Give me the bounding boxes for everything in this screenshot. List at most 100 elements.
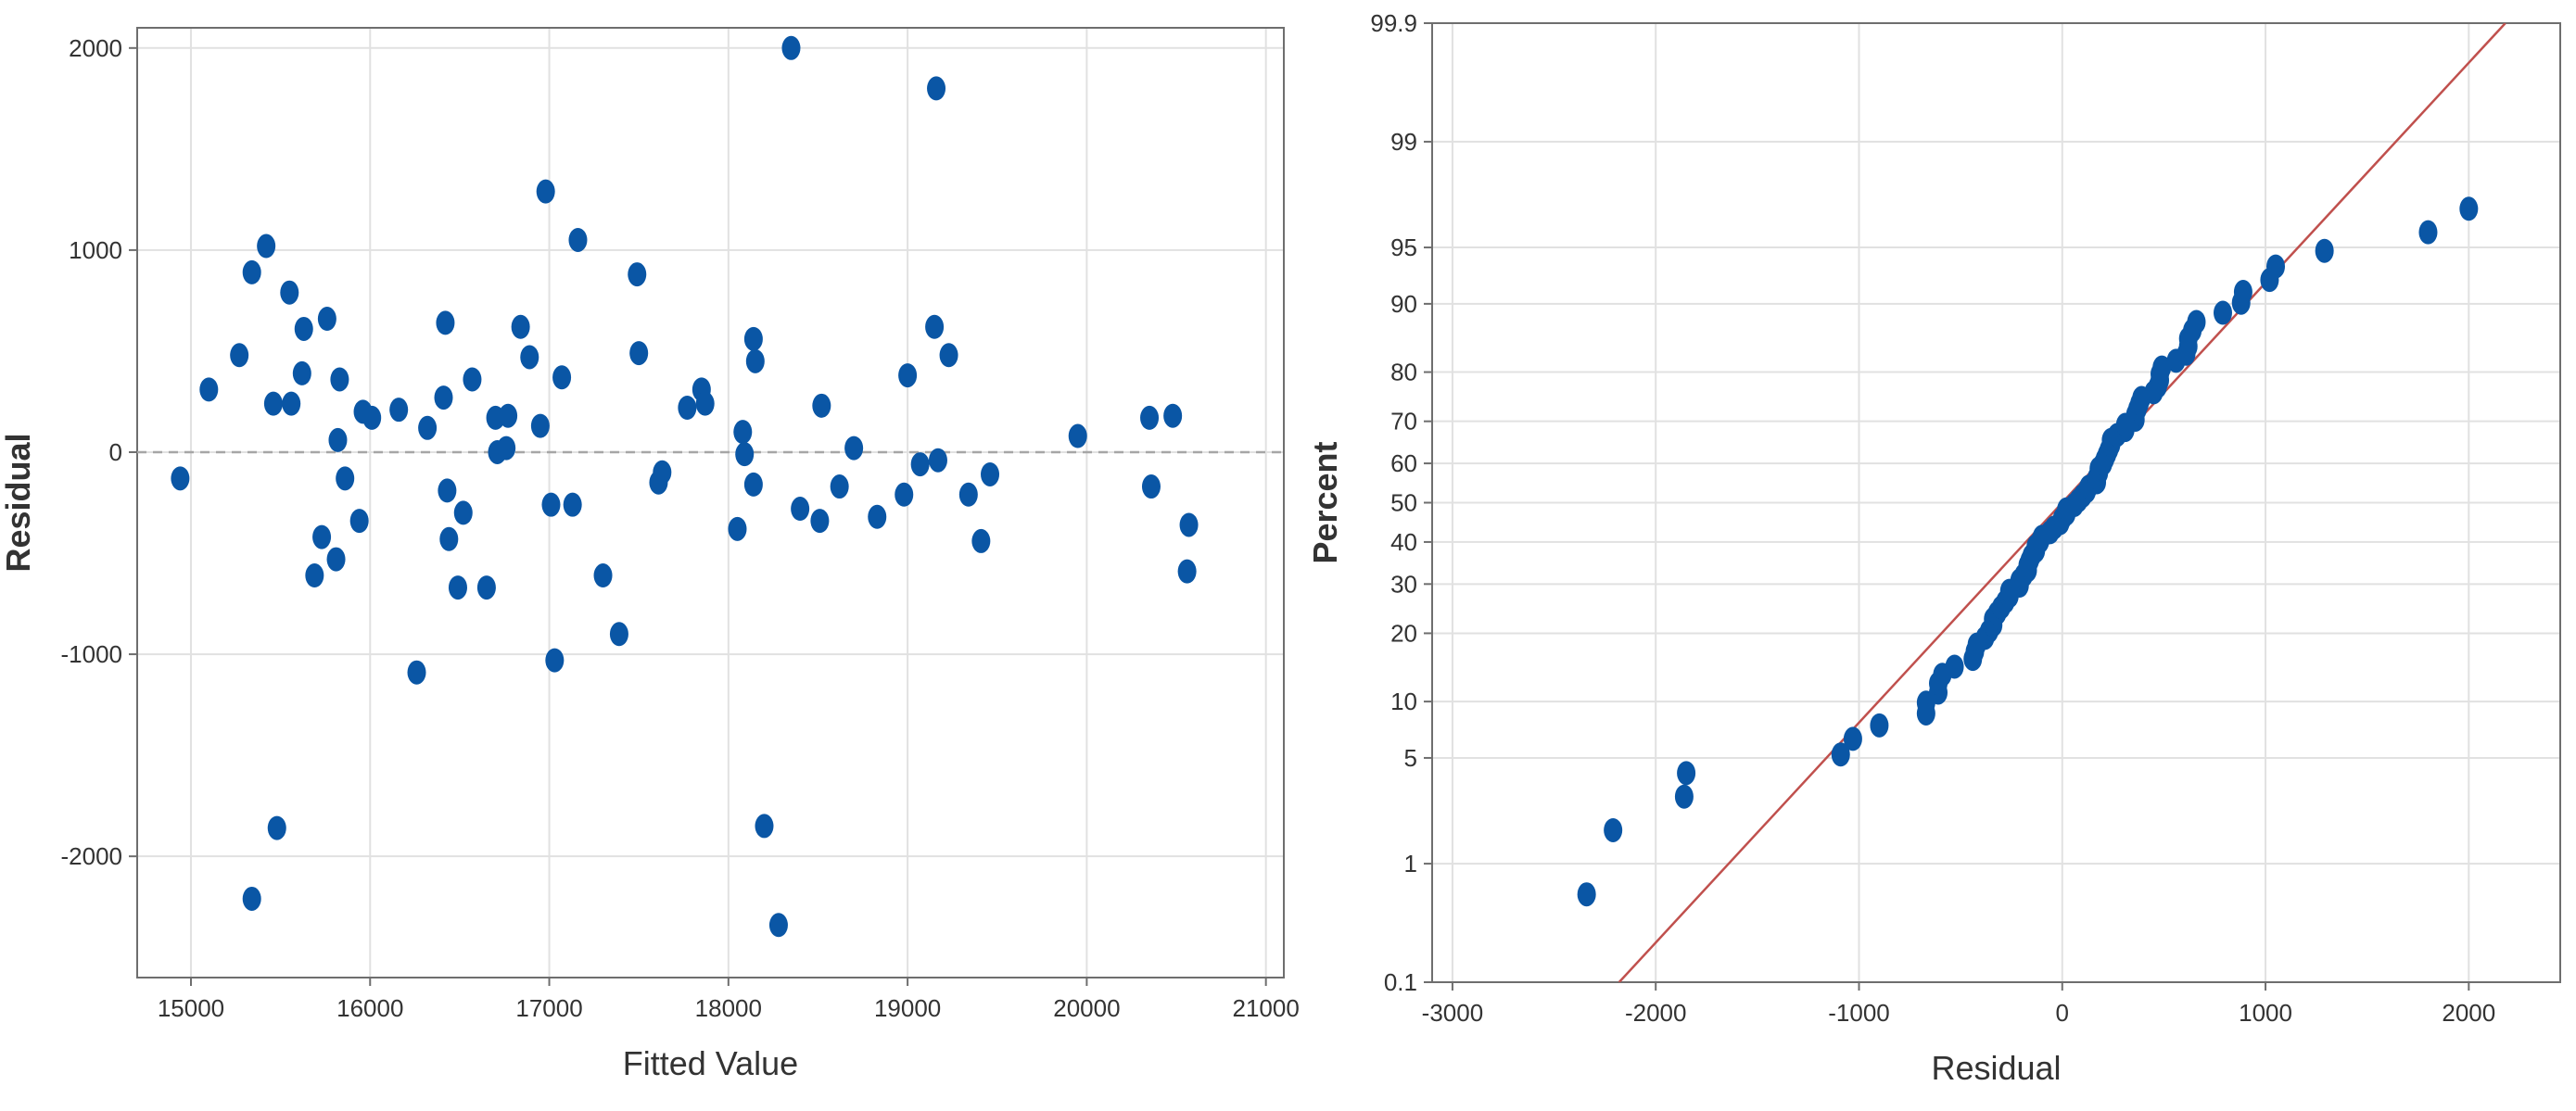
data-point — [530, 413, 550, 438]
data-point — [349, 509, 369, 534]
data-point — [755, 814, 774, 839]
data-point — [336, 466, 355, 491]
data-point — [678, 396, 697, 420]
data-point — [292, 360, 311, 385]
x-tick-label: 1000 — [2239, 999, 2292, 1027]
data-point — [541, 492, 561, 517]
y-tick-label: 70 — [1390, 408, 1417, 436]
y-tick-label: 30 — [1390, 570, 1417, 598]
y-tick-label: 0 — [109, 438, 122, 466]
data-point — [971, 528, 991, 553]
y-tick-label: 1 — [1404, 850, 1417, 877]
data-point — [362, 405, 382, 430]
data-point — [312, 524, 332, 549]
data-point — [330, 367, 349, 392]
data-point — [476, 575, 496, 600]
data-point — [593, 563, 613, 588]
y-tick-label: 99 — [1390, 128, 1417, 156]
data-point — [2266, 254, 2286, 279]
data-point — [733, 420, 753, 445]
data-point — [927, 76, 946, 101]
data-point — [2418, 220, 2438, 245]
y-tick-label: 5 — [1404, 744, 1417, 772]
data-point — [389, 398, 409, 423]
data-point — [695, 391, 715, 416]
y-axis-title: Residual — [0, 433, 37, 572]
data-point — [563, 492, 582, 517]
data-point — [810, 509, 830, 534]
data-point — [511, 314, 530, 339]
x-tick-label: 18000 — [695, 994, 762, 1022]
y-tick-label: 60 — [1390, 449, 1417, 477]
data-point — [453, 500, 473, 525]
y-tick-label: 40 — [1390, 528, 1417, 556]
data-point — [781, 35, 801, 60]
data-point — [568, 227, 588, 252]
data-point — [434, 385, 453, 410]
data-point — [499, 403, 518, 428]
data-point — [448, 575, 467, 600]
data-point — [1179, 512, 1199, 537]
data-point — [928, 448, 947, 473]
data-point — [925, 314, 945, 339]
data-point — [199, 377, 219, 402]
data-point — [1945, 654, 1964, 679]
data-point — [1831, 742, 1850, 767]
data-point — [830, 474, 849, 499]
data-point — [552, 365, 572, 390]
data-point — [981, 461, 1000, 486]
data-point — [1604, 817, 1623, 842]
data-point — [407, 660, 426, 685]
data-point — [280, 280, 299, 305]
data-point — [545, 648, 565, 673]
data-point — [2187, 309, 2206, 335]
data-point — [609, 622, 628, 647]
data-point — [438, 478, 457, 503]
data-point — [497, 436, 516, 461]
x-tick-label: 15000 — [158, 994, 224, 1022]
y-tick-label: 90 — [1390, 290, 1417, 318]
y-tick-label: 2000 — [69, 34, 122, 62]
x-tick-label: 0 — [2056, 999, 2069, 1027]
x-axis-title: Residual — [1931, 1049, 2061, 1087]
data-point — [230, 343, 249, 368]
data-point — [418, 415, 438, 440]
y-axis-title: Percent — [1306, 441, 1344, 563]
data-point — [1177, 559, 1197, 584]
data-point — [317, 307, 336, 332]
y-tick-label: 10 — [1390, 688, 1417, 715]
x-tick-label: -1000 — [1828, 999, 1890, 1027]
data-point — [439, 526, 459, 551]
data-point — [326, 547, 346, 572]
data-point — [1843, 726, 1862, 751]
normal-probability-chart: -3000 -2000 -1000 0 1000 2000 0.1 1 5 10 20 30 40 50 6… — [1306, 9, 2561, 1087]
data-point — [305, 563, 324, 588]
data-point — [910, 452, 930, 477]
data-point — [171, 466, 190, 491]
x-tick-label: 20000 — [1053, 994, 1120, 1022]
data-point — [2213, 300, 2232, 325]
data-point — [958, 482, 978, 507]
data-point — [2459, 196, 2479, 221]
data-point — [868, 504, 887, 529]
data-point — [812, 393, 831, 418]
data-point — [743, 326, 763, 351]
data-point — [939, 343, 958, 368]
data-point — [263, 391, 283, 416]
data-point — [1140, 405, 1160, 430]
data-point — [1068, 423, 1087, 448]
y-tick-label: 50 — [1390, 489, 1417, 517]
data-point — [1870, 713, 1889, 738]
data-point — [1577, 882, 1596, 907]
data-point — [844, 436, 864, 461]
data-point — [895, 482, 914, 507]
y-tick-label: -1000 — [61, 640, 123, 668]
data-point — [628, 262, 647, 287]
data-point — [1677, 761, 1696, 786]
x-tick-label: 19000 — [874, 994, 941, 1022]
data-point — [436, 310, 455, 335]
data-point — [743, 472, 763, 497]
y-tick-label: 80 — [1390, 359, 1417, 386]
data-point — [294, 316, 313, 341]
